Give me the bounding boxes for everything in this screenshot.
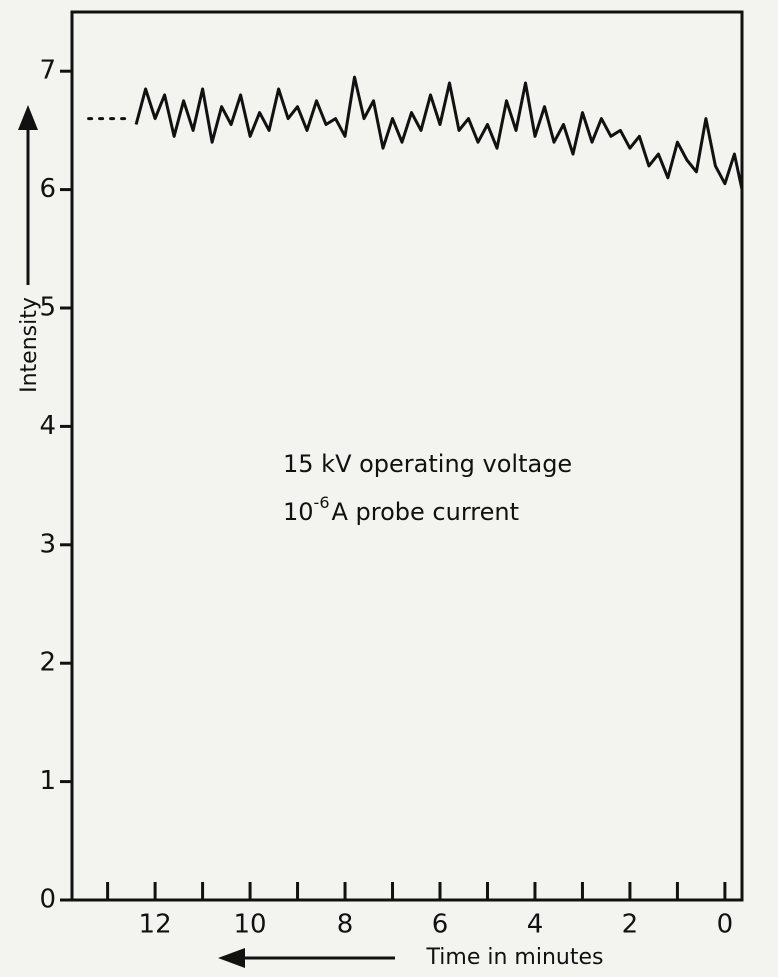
x-tick-label: 12 bbox=[139, 910, 172, 940]
x-tick-label: 8 bbox=[337, 910, 354, 940]
x-tick-label: 6 bbox=[432, 910, 449, 940]
y-tick-label: 5 bbox=[39, 293, 56, 323]
y-tick-label: 2 bbox=[39, 648, 56, 678]
y-tick-label: 6 bbox=[39, 174, 56, 204]
annotation-voltage: 15 kV operating voltage bbox=[283, 450, 572, 478]
x-axis-arrowhead bbox=[218, 948, 245, 968]
y-tick-label: 1 bbox=[39, 766, 56, 796]
y-axis-label: Intensity bbox=[17, 297, 42, 393]
annotation-current: 10-6A probe current bbox=[283, 493, 519, 527]
x-tick-label: 0 bbox=[717, 910, 734, 940]
y-tick-label: 3 bbox=[39, 529, 56, 559]
annotation-exponent: -6 bbox=[314, 493, 330, 512]
x-tick-label: 4 bbox=[527, 910, 544, 940]
x-tick-label: 10 bbox=[234, 910, 267, 940]
x-tick-label: 2 bbox=[622, 910, 639, 940]
y-tick-label: 4 bbox=[39, 411, 56, 441]
intensity-line bbox=[134, 75, 744, 190]
y-tick-label: 0 bbox=[39, 885, 56, 915]
annotation-text: A probe current bbox=[332, 498, 520, 526]
annotation-base: 10 bbox=[283, 498, 314, 526]
plot-frame bbox=[70, 10, 744, 902]
x-axis-label: Time in minutes bbox=[426, 945, 604, 970]
y-axis-arrowhead bbox=[18, 105, 38, 130]
y-tick-label: 7 bbox=[39, 56, 56, 86]
